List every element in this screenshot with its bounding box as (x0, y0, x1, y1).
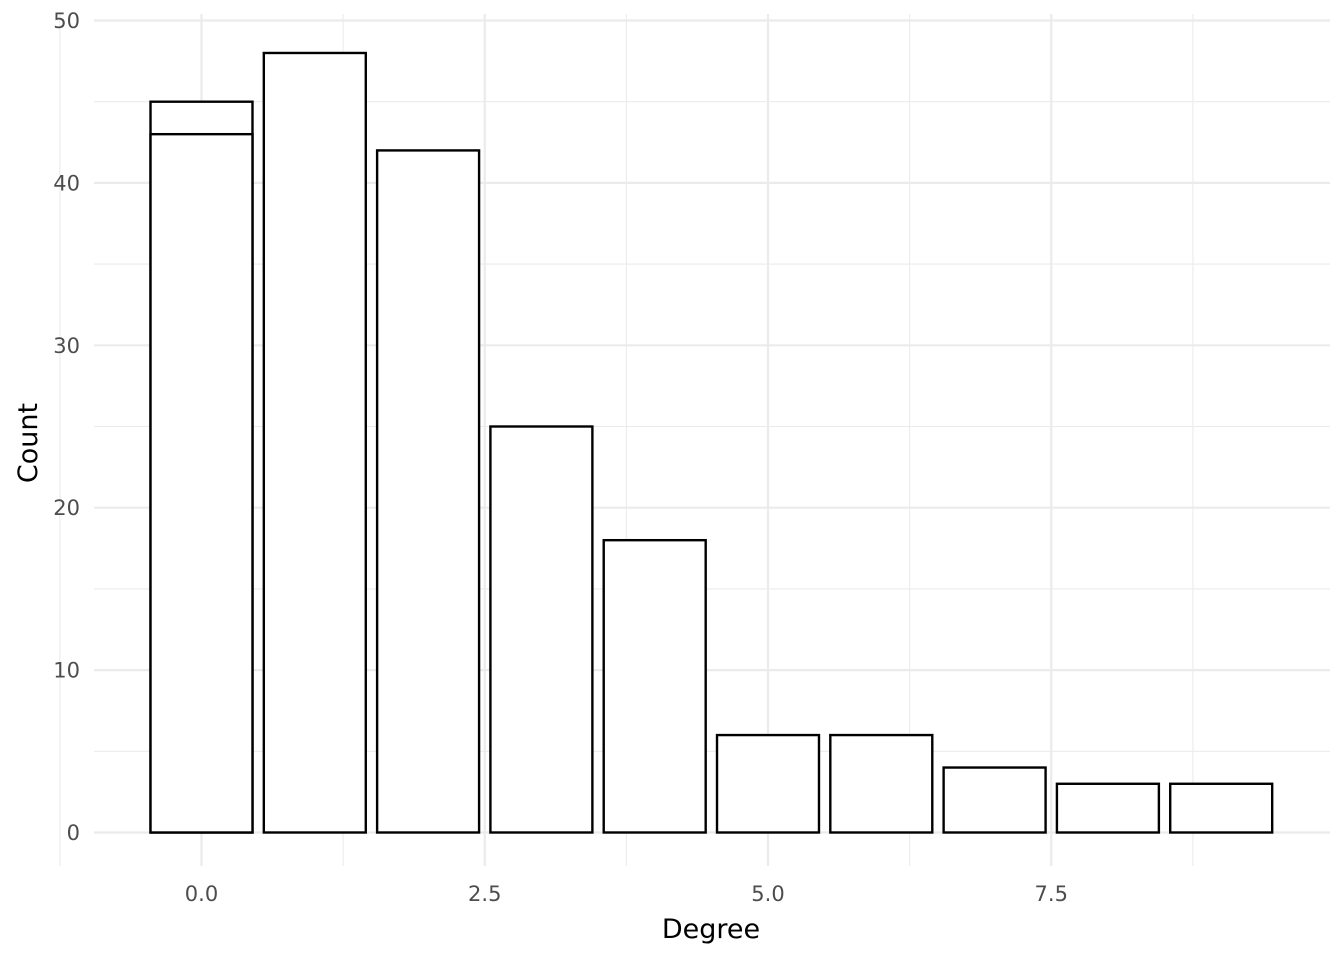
x-tick-label: 2.5 (468, 882, 501, 906)
y-tick-label: 30 (53, 334, 80, 358)
x-tick-label: 5.0 (751, 882, 784, 906)
y-tick-label: 50 (53, 9, 80, 33)
y-tick-label: 20 (53, 496, 80, 520)
y-axis-title: Count (13, 403, 44, 483)
x-axis-title: Degree (662, 914, 760, 945)
bar-degree-8-count-3 (1055, 782, 1161, 834)
bar-degree-4-count-18 (602, 538, 707, 834)
bar-degree-9-count-3 (1169, 782, 1274, 834)
bar-degree-2-count-42 (375, 149, 481, 834)
x-tick-label: 7.5 (1035, 882, 1068, 906)
x-axis-ticks: 0.0 2.5 5.0 7.5 (185, 882, 1068, 906)
x-tick-label: 0.0 (185, 882, 218, 906)
bar-degree-6-count-6 (829, 733, 934, 834)
bars (149, 51, 1274, 834)
y-tick-label: 40 (53, 171, 80, 195)
bar-degree-7-count-4 (942, 766, 1047, 834)
bar-degree-5-count-6 (715, 733, 821, 834)
bar-degree-3-count-25 (489, 425, 594, 834)
y-tick-label: 10 (53, 659, 80, 683)
y-tick-label: 0 (67, 821, 80, 845)
bar-degree-0-count-43 (149, 132, 254, 834)
y-axis-ticks: 0 10 20 30 40 50 (53, 9, 80, 845)
bar-degree-1-count-48 (262, 51, 367, 834)
